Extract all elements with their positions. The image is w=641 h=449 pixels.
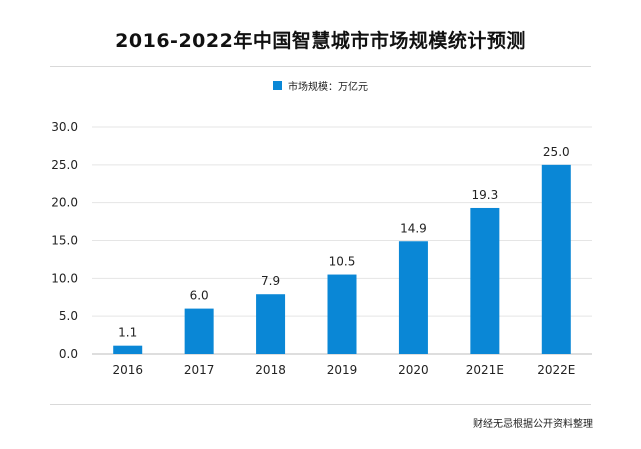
y-tick-label: 20.0: [51, 196, 78, 210]
bottom-divider: [50, 404, 591, 405]
top-divider: [50, 66, 591, 67]
legend-label: 市场规模：万亿元: [288, 82, 368, 93]
source-note: 财经无忌根据公开资料整理: [473, 419, 593, 430]
y-tick-label: 15.0: [51, 234, 78, 248]
y-tick-label: 10.0: [51, 271, 78, 285]
data-label: 10.5: [329, 255, 356, 269]
bar: [113, 345, 143, 354]
x-tick-label: 2020: [398, 363, 429, 377]
x-tick-label: 2021E: [466, 363, 504, 377]
x-tick-label: 2017: [184, 363, 215, 377]
y-tick-label: 25.0: [51, 158, 78, 172]
data-label: 25.0: [543, 145, 570, 159]
data-label: 1.1: [118, 326, 137, 340]
data-label: 6.0: [190, 289, 209, 303]
legend-swatch: [273, 81, 282, 90]
x-tick-label: 2019: [327, 363, 358, 377]
y-tick-label: 0.0: [59, 347, 78, 361]
x-tick-label: 2022E: [537, 363, 575, 377]
legend: 市场规模：万亿元: [0, 78, 641, 93]
x-tick-label: 2018: [255, 363, 286, 377]
x-tick-label: 2016: [112, 363, 143, 377]
data-label: 7.9: [261, 274, 280, 288]
data-label: 19.3: [471, 188, 498, 202]
y-tick-label: 5.0: [59, 309, 78, 323]
bar: [184, 308, 214, 354]
bar: [541, 164, 571, 354]
bar: [398, 241, 428, 354]
y-tick-label: 30.0: [51, 120, 78, 134]
bar: [256, 294, 286, 354]
data-label: 14.9: [400, 221, 427, 235]
bar: [327, 274, 357, 354]
chart-title: 2016-2022年中国智慧城市市场规模统计预测: [115, 30, 526, 52]
bar: [470, 207, 500, 354]
